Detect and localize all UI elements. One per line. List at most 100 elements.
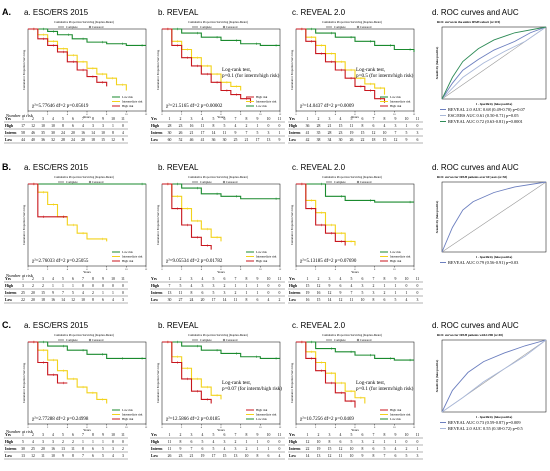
- table-cell: 2: [384, 291, 386, 295]
- panel-subtitle: Cumulative Proportion Surviving (Kaplan-…: [54, 333, 114, 337]
- y-axis-label: Cumulative Proportion Surviving: [22, 362, 26, 403]
- logrank-text: p=0.07 (for interm/high risk): [222, 385, 282, 392]
- x-tick-label: 2: [181, 426, 183, 429]
- table-header-cell: 1: [169, 433, 171, 437]
- table-cell: 36: [212, 138, 216, 142]
- table-header-cell: 11: [121, 117, 125, 121]
- chi-square-stat: χ²=5.77646 df=2 p=0.05619: [32, 103, 89, 109]
- panel-title: c. REVEAL 2.0: [292, 321, 346, 330]
- x-tick-label: 12: [145, 113, 148, 116]
- table-cell: 3: [42, 440, 44, 444]
- table-cell: 1: [246, 440, 248, 444]
- table-cell: 1: [257, 440, 259, 444]
- legend-complete-label: Complete: [334, 25, 346, 29]
- table-cell: 1: [72, 284, 74, 288]
- table-header-cell: 11: [416, 117, 420, 121]
- table-cell: 7: [351, 291, 353, 295]
- x-tick-label: 8: [374, 426, 376, 429]
- table-cell: 4: [112, 298, 114, 302]
- table-cell: 11: [71, 447, 75, 451]
- table-cell: 3: [268, 131, 270, 135]
- legend-label: Low risk: [122, 408, 133, 412]
- table-header-cell: 1: [22, 277, 24, 281]
- table-cell: 0: [406, 440, 408, 444]
- table-cell: 10: [101, 131, 105, 135]
- plot-frame: [161, 341, 281, 425]
- table-cell: 0: [279, 284, 281, 288]
- x-tick-label: 10: [393, 113, 396, 116]
- x-tick-label: 0: [161, 113, 163, 116]
- table-cell: 6: [395, 454, 397, 458]
- table-header-cell: 11: [278, 117, 282, 121]
- legend-complete-label: Complete: [200, 25, 212, 29]
- table-header-cell: 8: [246, 117, 248, 121]
- table-cell: 28: [317, 124, 321, 128]
- table-header-cell: 10: [267, 433, 271, 437]
- panel-subtitle: Cumulative Proportion Surviving (Kaplan-…: [188, 175, 248, 179]
- x-tick-label: 6: [354, 268, 356, 271]
- table-cell: 5: [22, 440, 24, 444]
- table-header-cell: 10: [267, 117, 271, 121]
- table-cell: 20: [201, 298, 205, 302]
- legend-censored-swatch: [222, 25, 226, 29]
- table-cell: 1: [395, 440, 397, 444]
- panel-title: c. REVEAL 2.0: [292, 163, 346, 172]
- table-cell: 10: [41, 124, 45, 128]
- panel-subtitle: Cumulative Proportion Surviving (Kaplan-…: [322, 333, 382, 337]
- table-cell: 1: [257, 284, 259, 288]
- table-cell: 0: [279, 291, 281, 295]
- table-cell: 25: [234, 138, 238, 142]
- table-header-cell: 7: [235, 277, 237, 281]
- table-cell: 1: [395, 284, 397, 288]
- km-curve-intermediate-risk: [28, 341, 108, 404]
- x-tick-label: 4: [335, 426, 337, 429]
- table-cell: 19: [317, 447, 321, 451]
- table-cell: 16: [306, 298, 310, 302]
- legend-label: Intermediate risk: [256, 100, 277, 104]
- y-axis-label: Cumulative Proportion Surviving: [156, 362, 160, 403]
- x-tick-label: 10: [393, 426, 396, 429]
- legend-label: Intermediate risk: [122, 255, 143, 259]
- table-header-cell: 3: [329, 117, 331, 121]
- table-header-cell: Yrs: [289, 277, 295, 281]
- table-cell: 3: [235, 447, 237, 451]
- table-header-cell: 7: [82, 117, 84, 121]
- table-cell: 12: [306, 440, 310, 444]
- table-header-cell: 4: [340, 117, 342, 121]
- table-header-cell: 5: [351, 117, 353, 121]
- chi-square-stat: χ²=12.5866 df=2 p=0.0185: [166, 416, 220, 422]
- table-cell: 0: [102, 284, 104, 288]
- table-cell: 28: [61, 138, 65, 142]
- table-cell: 22: [361, 138, 365, 142]
- table-header-cell: 6: [362, 117, 364, 121]
- table-cell: 16: [190, 124, 194, 128]
- panel-title: b. REVEAL: [158, 8, 199, 17]
- table-cell: 7: [191, 447, 193, 451]
- table-cell: 1: [406, 124, 408, 128]
- table-header-cell: 4: [52, 277, 54, 281]
- table-header-cell: 6: [224, 277, 226, 281]
- table-header-cell: 3: [191, 117, 193, 121]
- table-header-cell: 2: [318, 117, 320, 121]
- panel-title: c. REVEAL 2.0: [292, 8, 346, 17]
- table-cell: 5: [395, 298, 397, 302]
- roc-curve-esc-ers: [441, 26, 547, 100]
- roc-auc-text: REVEAL AUC 0.72 (0.63-0.81) p=0.0001: [448, 119, 523, 124]
- km-curve-low-risk: [296, 28, 415, 52]
- table-header-cell: 4: [340, 277, 342, 281]
- table-cell: 8: [257, 454, 259, 458]
- x-tick-label: 6: [220, 426, 222, 429]
- table-cell: 8: [246, 298, 248, 302]
- table-cell: 7: [82, 454, 84, 458]
- x-tick-label: 8: [374, 113, 376, 116]
- table-cell: 3: [417, 454, 419, 458]
- panel-subtitle: Cumulative Proportion Surviving (Kaplan-…: [322, 20, 382, 24]
- table-header-cell: High: [151, 284, 160, 288]
- x-tick-label: 12: [413, 268, 416, 271]
- table-header-cell: 1: [22, 433, 24, 437]
- table-header-cell: 9: [395, 277, 397, 281]
- legend-censored-label: Censored: [92, 180, 104, 184]
- x-tick-label: 8: [106, 113, 108, 116]
- table-cell: 17: [256, 138, 260, 142]
- table-header-cell: 8: [384, 433, 386, 437]
